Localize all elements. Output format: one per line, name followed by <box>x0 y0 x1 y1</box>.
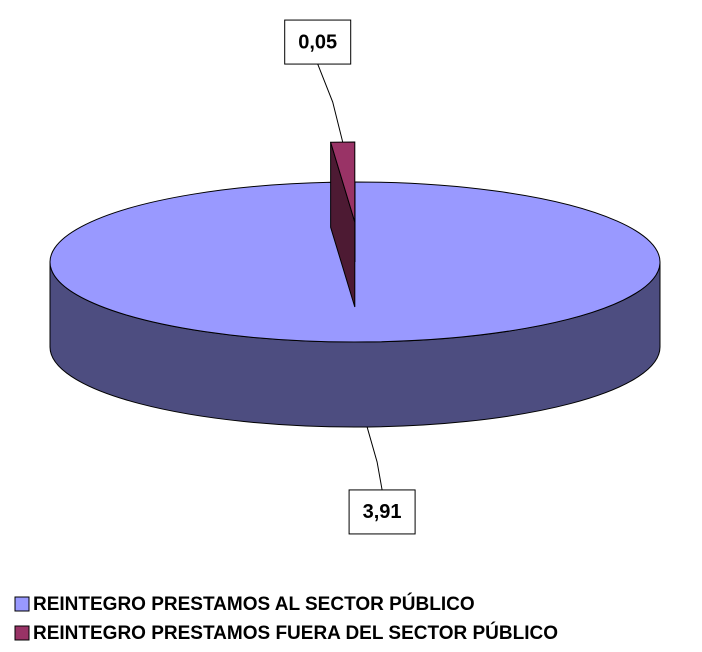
data-label: 0,05 <box>298 31 337 53</box>
label-box <box>348 489 416 535</box>
legend-swatch <box>14 596 30 612</box>
pie-slice <box>329 141 356 223</box>
legend-label: REINTEGRO PRESTAMOS AL SECTOR PÚBLICO <box>33 593 475 615</box>
label-box <box>284 19 352 65</box>
legend-label: REINTEGRO PRESTAMOS FUERA DEL SECTOR PÚB… <box>33 622 558 644</box>
data-label: 3,91 <box>363 501 402 523</box>
legend-swatch <box>14 625 30 641</box>
leader-line <box>366 426 383 491</box>
leader-line <box>317 63 344 143</box>
